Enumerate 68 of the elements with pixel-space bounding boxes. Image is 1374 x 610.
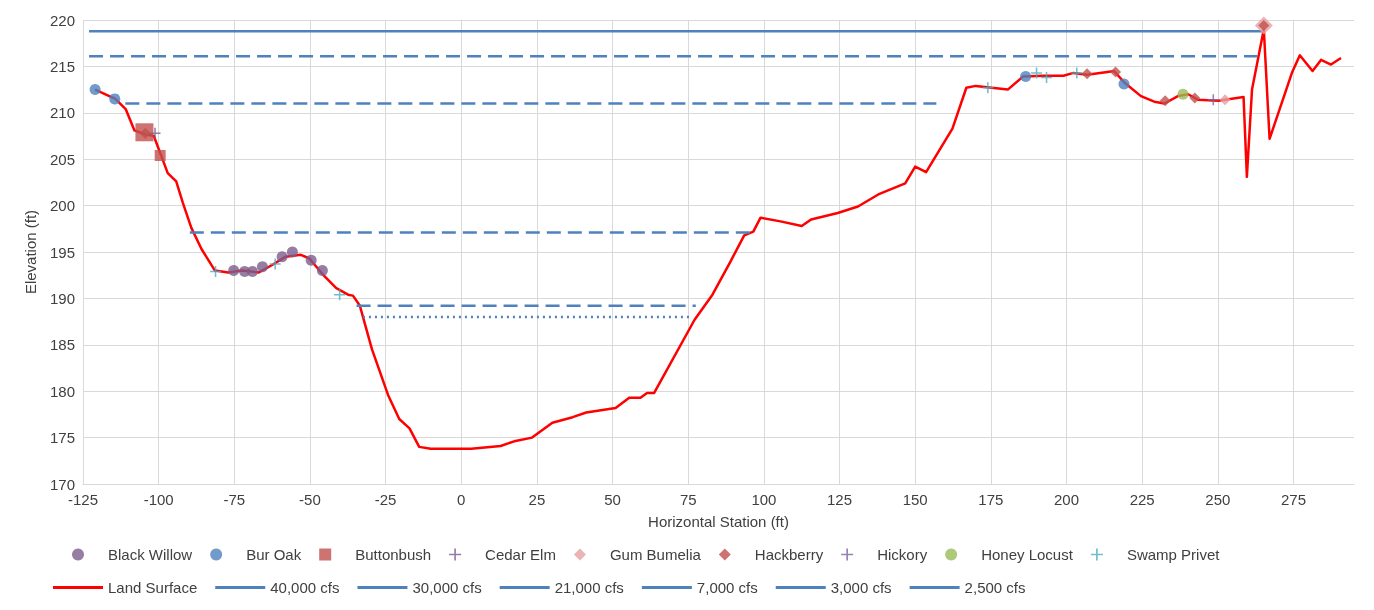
- legend-label: 30,000 cfs: [412, 579, 482, 596]
- x-tick-label: 125: [827, 491, 853, 508]
- legend-label: Honey Locust: [981, 546, 1074, 563]
- point: [1177, 88, 1189, 100]
- x-tick-label: 250: [1205, 491, 1231, 508]
- point: [89, 84, 101, 96]
- y-tick-label: 170: [49, 475, 75, 493]
- legend-label: 21,000 cfs: [554, 579, 624, 596]
- y-tick-label: 190: [49, 289, 75, 307]
- legend-label: Gum Bumelia: [609, 546, 702, 563]
- point: [1031, 67, 1043, 79]
- point: [1110, 66, 1122, 78]
- y-tick-label: 195: [49, 243, 75, 261]
- y-tick-label: 175: [49, 429, 75, 447]
- x-tick-label: 25: [528, 491, 546, 508]
- legend-label: Cedar Elm: [485, 546, 556, 563]
- point: [1081, 68, 1093, 80]
- y-tick-label: 180: [49, 382, 75, 400]
- x-axis-title: Horizontal Station (ft): [648, 513, 789, 530]
- point: [246, 265, 258, 277]
- point: [1118, 78, 1130, 90]
- point: [109, 93, 121, 105]
- point: [305, 254, 317, 266]
- legend-label: 3,000 cfs: [830, 579, 892, 596]
- x-tick-label: 275: [1280, 491, 1306, 508]
- point: [276, 251, 288, 263]
- x-tick-label: 150: [902, 491, 928, 508]
- x-tick-label: -75: [223, 491, 246, 508]
- legend-label: Buttonbush: [355, 546, 432, 563]
- legend-label: 2,500 cfs: [964, 579, 1026, 596]
- y-axis-title: Elevation (ft): [22, 209, 39, 295]
- legend-label: 40,000 cfs: [270, 579, 340, 596]
- x-tick-label: 175: [978, 491, 1004, 508]
- point: [316, 265, 328, 277]
- x-tick-label: -50: [299, 491, 321, 508]
- x-tick-label: -25: [374, 491, 397, 508]
- point: [269, 258, 281, 270]
- x-tick-label: 75: [679, 491, 697, 508]
- point: [256, 261, 268, 273]
- x-tick-label: 100: [751, 491, 777, 508]
- legend-label: Bur Oak: [246, 546, 302, 563]
- y-tick-label: 215: [49, 57, 75, 75]
- legend-label: 7,000 cfs: [696, 579, 758, 596]
- point: [1071, 67, 1083, 79]
- y-tick-label: 210: [49, 104, 75, 122]
- legend-label: Hickory: [877, 546, 928, 563]
- x-tick-label: -125: [67, 491, 99, 508]
- point: [982, 82, 994, 94]
- point: [228, 265, 240, 277]
- x-tick-label: 200: [1054, 491, 1080, 508]
- point: [1207, 94, 1219, 106]
- point: [1189, 92, 1201, 104]
- y-tick-label: 220: [49, 11, 75, 29]
- point: [1159, 95, 1171, 107]
- y-tick-label: 185: [49, 336, 75, 354]
- y-tick-label: 205: [49, 150, 75, 168]
- point: [286, 246, 298, 258]
- point: [1020, 71, 1032, 83]
- y-tick-label: 200: [49, 197, 75, 215]
- x-tick-label: 225: [1129, 491, 1155, 508]
- x-tick-label: 0: [457, 491, 466, 508]
- legend-label: Land Surface: [108, 579, 198, 596]
- legend-label: Swamp Privet: [1126, 546, 1221, 563]
- legend-label: Black Willow: [108, 546, 193, 563]
- x-tick-label: 50: [604, 491, 621, 508]
- legend-label: Hackberry: [754, 546, 824, 563]
- x-tick-label: -100: [143, 491, 174, 508]
- point: [149, 127, 161, 139]
